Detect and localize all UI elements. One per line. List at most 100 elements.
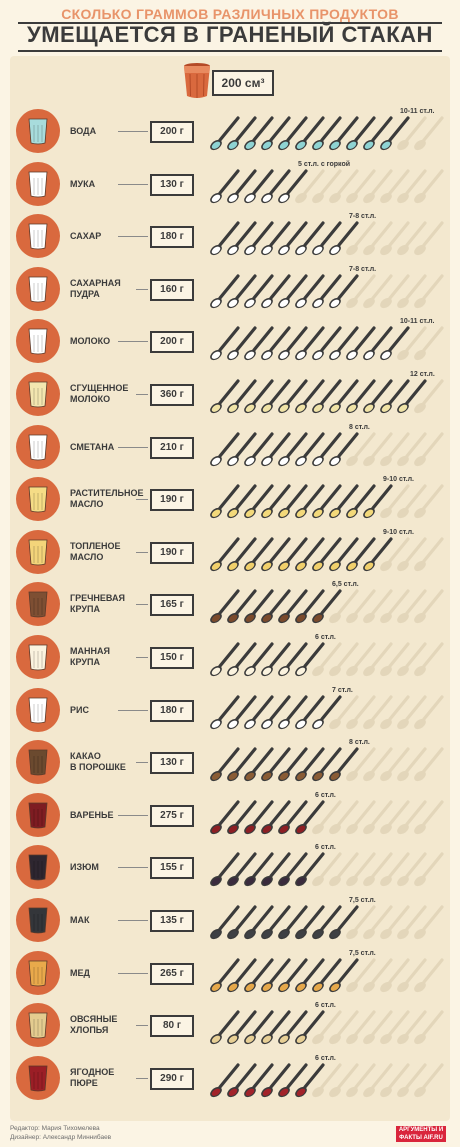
spoon: [295, 537, 325, 572]
spoon: [380, 1010, 410, 1045]
spoon-row: [210, 747, 444, 782]
spoon: [363, 695, 393, 730]
spoon: [244, 116, 274, 151]
weight-badge: 80 г: [150, 1015, 194, 1037]
spoon: [278, 589, 308, 624]
sugar-glass-icon: [28, 223, 48, 250]
spoon: [346, 484, 376, 519]
spoon: [261, 958, 291, 993]
spoon: [295, 274, 325, 309]
spoon: [329, 221, 359, 256]
spoon: [295, 432, 325, 467]
volume-unit: см³: [244, 76, 265, 90]
poppy-seed-glass-icon: [28, 907, 48, 934]
spoon: [278, 116, 308, 151]
spoon: [227, 1063, 257, 1098]
spoon: [244, 589, 274, 624]
spoon: [363, 642, 393, 677]
spoon: [397, 274, 427, 309]
berry-puree-glass-icon: [28, 1065, 48, 1092]
spoon: [414, 274, 444, 309]
spoon: [227, 379, 257, 414]
spoon: [380, 747, 410, 782]
spoon: [244, 274, 274, 309]
spoon-count-label: 8 ст.л.: [349, 424, 370, 431]
spoon: [227, 537, 257, 572]
spoon: [312, 537, 342, 572]
spoon: [414, 905, 444, 940]
weight-badge: 210 г: [150, 437, 194, 459]
spoon: [329, 432, 359, 467]
spoon: [261, 432, 291, 467]
spoon: [261, 537, 291, 572]
product-row: ВАРЕНЬЕ 275 г 6 ст.л.: [0, 790, 460, 842]
spoon: [244, 695, 274, 730]
product-row: КАКАО В ПОРОШКЕ 130 г 8 ст.л.: [0, 737, 460, 789]
spoon: [244, 800, 274, 835]
product-row: ЯГОДНОЕ ПЮРЕ 290 г 6 ст.л.: [0, 1053, 460, 1105]
spoon: [278, 695, 308, 730]
spoon: [414, 695, 444, 730]
spoon-row: [210, 221, 444, 256]
spoon: [261, 589, 291, 624]
spoon: [261, 116, 291, 151]
spoon: [227, 852, 257, 887]
spoon: [397, 537, 427, 572]
weight-badge: 165 г: [150, 594, 194, 616]
spoon: [380, 326, 410, 361]
spoon: [414, 958, 444, 993]
product-row: МАК 135 г 7,5 ст.л.: [0, 895, 460, 947]
product-row: РИС 180 г 7 ст.л.: [0, 685, 460, 737]
spoon-count-label: 10-11 ст.л.: [400, 108, 435, 115]
product-name: СГУЩЕННОЕ МОЛОКО: [70, 383, 129, 404]
spoon: [295, 326, 325, 361]
spoon: [380, 958, 410, 993]
spoon: [329, 326, 359, 361]
spoon: [227, 642, 257, 677]
spoon: [261, 484, 291, 519]
leader-line: [118, 236, 148, 237]
spoon: [312, 484, 342, 519]
spoon: [312, 642, 342, 677]
spoon-count-label: 6 ст.л.: [315, 1002, 336, 1009]
spoon: [295, 1063, 325, 1098]
spoon-row: [210, 589, 444, 624]
spoon: [244, 326, 274, 361]
spoon: [346, 1010, 376, 1045]
spoon: [210, 379, 240, 414]
spoon: [414, 169, 444, 204]
spoon-count-label: 6 ст.л.: [315, 634, 336, 641]
spoon: [397, 221, 427, 256]
spoon: [312, 221, 342, 256]
spoon-row: [210, 642, 444, 677]
spoon: [210, 642, 240, 677]
spoon: [397, 695, 427, 730]
product-name: МАННАЯ КРУПА: [70, 646, 110, 667]
spoon: [397, 589, 427, 624]
spoon: [244, 1010, 274, 1045]
spoon-row: [210, 958, 444, 993]
spoon: [244, 905, 274, 940]
spoon: [261, 326, 291, 361]
spoon: [363, 379, 393, 414]
spoon: [414, 484, 444, 519]
title-bar-bottom: [18, 50, 442, 52]
spoon: [346, 537, 376, 572]
spoon: [261, 1010, 291, 1045]
spoon: [244, 484, 274, 519]
spoon: [244, 642, 274, 677]
spoon: [278, 747, 308, 782]
spoon: [244, 958, 274, 993]
spoon: [312, 1063, 342, 1098]
weight-badge: 200 г: [150, 121, 194, 143]
spoon: [329, 1063, 359, 1098]
spoon: [278, 1010, 308, 1045]
spoon: [244, 221, 274, 256]
spoon: [346, 432, 376, 467]
spoon: [295, 589, 325, 624]
spoon: [329, 642, 359, 677]
spoon: [244, 169, 274, 204]
spoon: [295, 958, 325, 993]
spoon: [380, 484, 410, 519]
leader-line: [118, 710, 148, 711]
